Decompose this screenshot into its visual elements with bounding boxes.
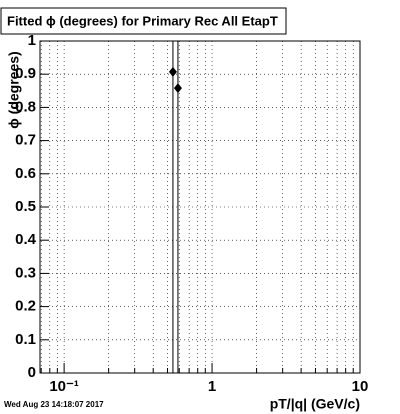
y-tick-label: 0.1: [15, 331, 36, 348]
y-tick-label: 0.3: [15, 264, 36, 281]
y-tick-label: 0.6: [15, 165, 36, 182]
data-point: [168, 66, 177, 77]
y-tick-label: 0.4: [15, 231, 37, 248]
y-tick-label: 1: [28, 32, 36, 49]
footer-date: Wed Aug 23 14:18:07 2017: [4, 400, 104, 409]
plot-frame: [39, 40, 361, 374]
y-tick-label: 0.9: [15, 65, 36, 82]
y-axis-label: ϕ (degrees): [6, 51, 22, 128]
y-tick-label: 0.8: [15, 98, 36, 115]
data-point: [173, 83, 182, 94]
x-tick-label: 10⁻¹: [49, 378, 79, 395]
x-tick-label: 10: [352, 378, 369, 395]
chart-title: Fitted ϕ (degrees) for Primary Rec All E…: [7, 13, 278, 28]
y-tick-label: 0.5: [15, 198, 36, 215]
y-tick-label: 0.7: [15, 132, 36, 149]
y-tick-label: 0: [28, 364, 36, 381]
x-tick-label: 1: [208, 378, 216, 395]
y-tick-label: 0.2: [15, 298, 36, 315]
x-axis-label: pT/|q| (GeV/c): [270, 396, 360, 412]
title-box: [0, 7, 287, 35]
